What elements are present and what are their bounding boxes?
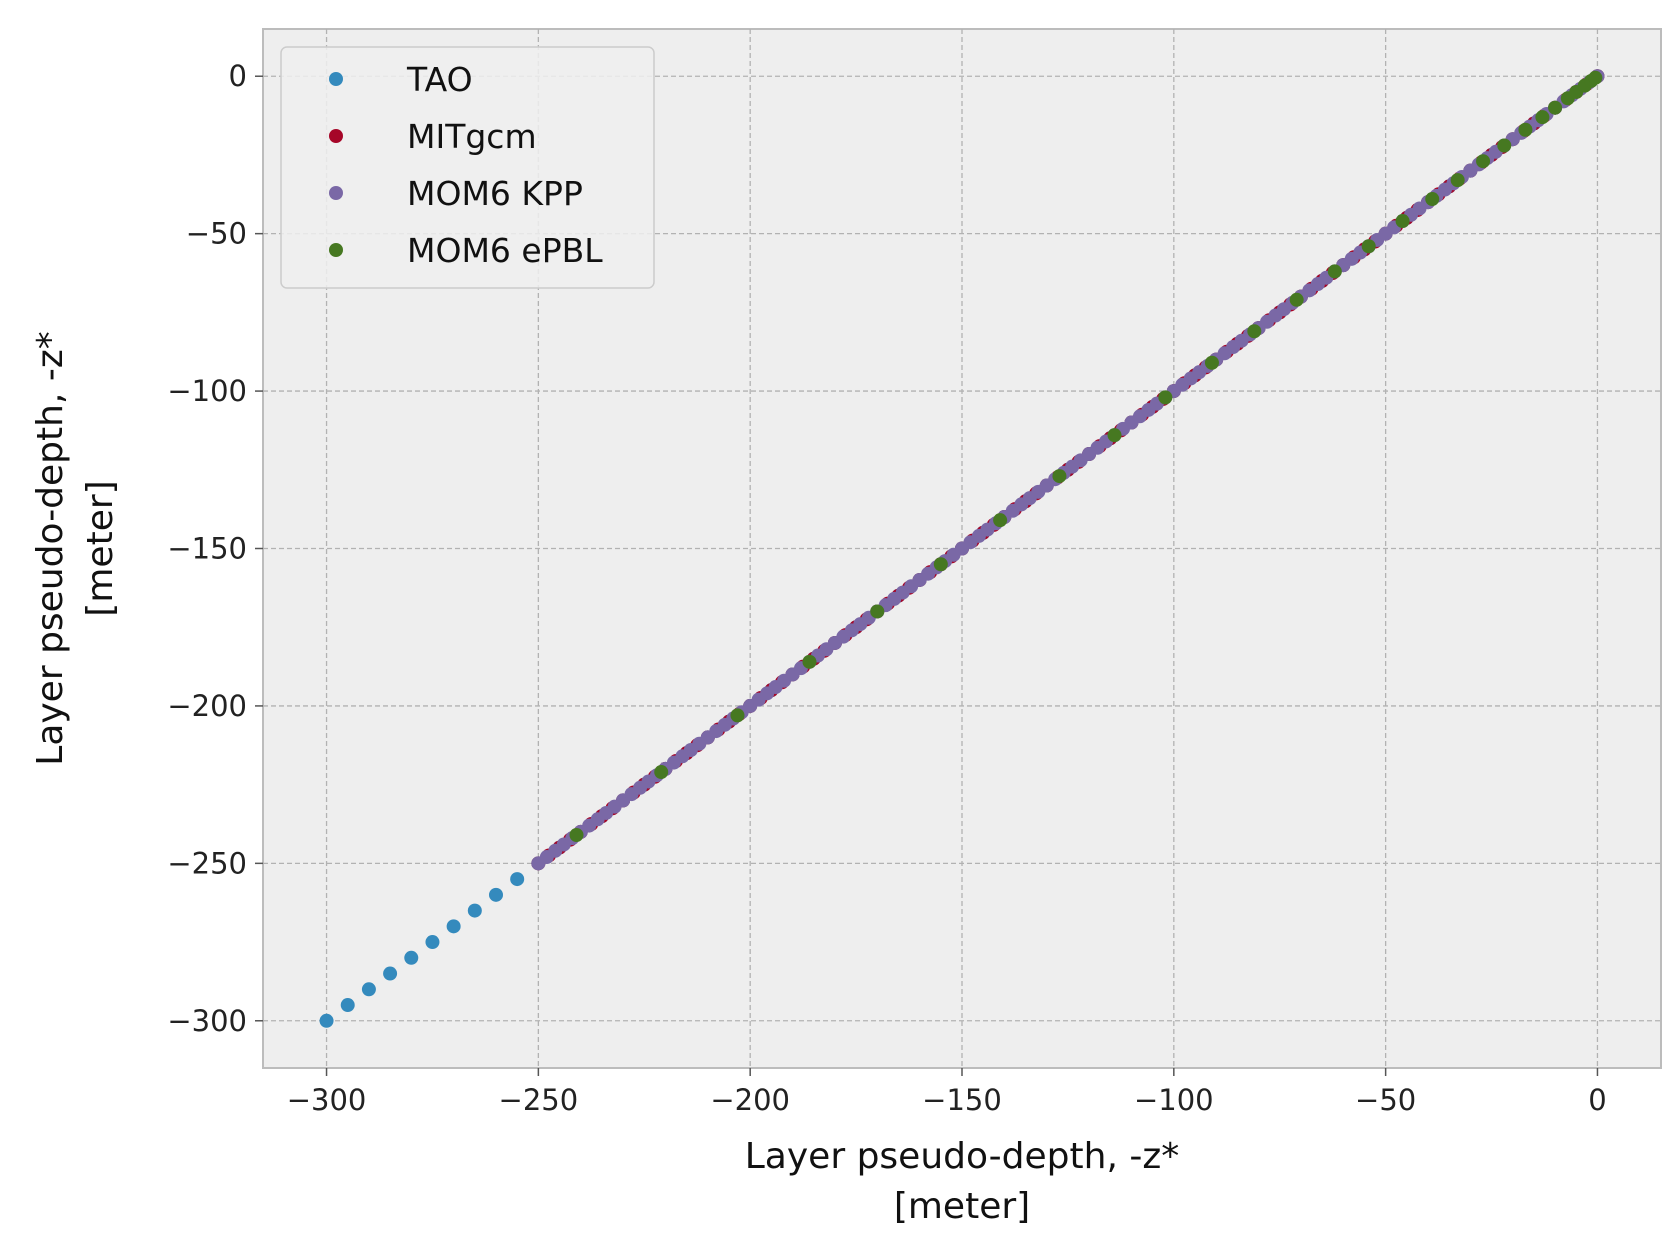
- x-tick-label: −250: [499, 1083, 579, 1117]
- grid-lines: [263, 29, 1661, 1068]
- point-tao: [340, 998, 355, 1013]
- y-tick-label: −250: [167, 846, 247, 880]
- y-axis-label-line: [meter]: [80, 480, 121, 616]
- point-mom6-epbl: [1361, 239, 1376, 254]
- point-tao: [383, 966, 398, 981]
- y-tick-label: 0: [229, 59, 247, 93]
- point-mom6-epbl: [654, 765, 669, 780]
- point-tao: [425, 935, 440, 950]
- legend-box: [280, 46, 655, 289]
- legend-label: MITgcm: [407, 117, 537, 156]
- data-points: [319, 69, 1605, 1028]
- point-mom6-epbl: [933, 557, 948, 572]
- point-mom6-epbl: [1450, 173, 1465, 188]
- point-tao: [404, 950, 419, 965]
- legend-label: TAO: [406, 60, 473, 99]
- point-mom6-epbl: [1588, 70, 1603, 85]
- point-mom6-epbl: [870, 604, 885, 619]
- point-tao: [319, 1013, 334, 1028]
- x-axis-label: Layer pseudo-depth, -z* [meter]: [745, 1136, 1179, 1227]
- point-tao: [467, 903, 482, 918]
- point-mom6-epbl: [1158, 390, 1173, 405]
- point-tao: [489, 887, 503, 902]
- x-tick-label: −300: [287, 1083, 367, 1117]
- legend-label: MOM6 ePBL: [407, 231, 603, 270]
- point-mom6-epbl: [1548, 100, 1563, 115]
- legend-marker: [329, 243, 343, 257]
- point-mom6-epbl: [1107, 428, 1122, 443]
- legend-label: MOM6 KPP: [407, 174, 583, 213]
- y-axis-label: Layer pseudo-depth, -z* [meter]: [30, 331, 121, 765]
- point-mom6-epbl: [569, 828, 584, 843]
- y-tick-label: −50: [186, 217, 247, 251]
- x-tick-label: −150: [922, 1083, 1002, 1117]
- x-tick-label: −100: [1134, 1083, 1214, 1117]
- point-mom6-epbl: [1395, 214, 1410, 229]
- point-mom6-epbl: [1535, 110, 1550, 125]
- point-mom6-epbl: [1204, 355, 1219, 370]
- point-mom6-epbl: [730, 708, 745, 723]
- point-mom6-epbl: [993, 513, 1008, 528]
- point-mom6-epbl: [1497, 138, 1512, 153]
- x-tick-label: −200: [710, 1083, 790, 1117]
- x-tick-label: −50: [1355, 1083, 1416, 1117]
- point-mom6-epbl: [802, 654, 817, 669]
- legend-marker: [329, 72, 343, 86]
- point-mom6-epbl: [1518, 122, 1533, 137]
- point-mom6-epbl: [1327, 264, 1342, 279]
- point-mom6-epbl: [1476, 154, 1491, 169]
- y-tick-label: −200: [167, 689, 247, 723]
- y-tick-label: −150: [167, 532, 247, 566]
- axis-ticks: −300 −250 −200 −150 −100 −50 0 0 −50 −100 −150 −200…: [167, 59, 1606, 1117]
- y-tick-label: −300: [167, 1004, 247, 1038]
- point-tao: [510, 872, 525, 887]
- point-mom6-epbl: [1425, 192, 1440, 207]
- legend: TAO MITgcm MOM6 KPP MOM6 ePBL: [280, 46, 655, 289]
- y-axis-label-line: Layer pseudo-depth, -z*: [30, 331, 71, 765]
- point-mom6-epbl: [1247, 324, 1262, 339]
- point-mom6-epbl: [1289, 292, 1304, 307]
- point-tao: [446, 919, 461, 934]
- x-tick-label: 0: [1588, 1083, 1606, 1117]
- x-axis-label-line: [meter]: [894, 1186, 1030, 1227]
- point-mom6-epbl: [1052, 469, 1067, 484]
- y-tick-label: −100: [167, 374, 247, 408]
- x-axis-label-line: Layer pseudo-depth, -z*: [745, 1136, 1179, 1177]
- point-tao: [361, 982, 376, 997]
- legend-marker: [329, 129, 343, 143]
- legend-marker: [329, 186, 343, 200]
